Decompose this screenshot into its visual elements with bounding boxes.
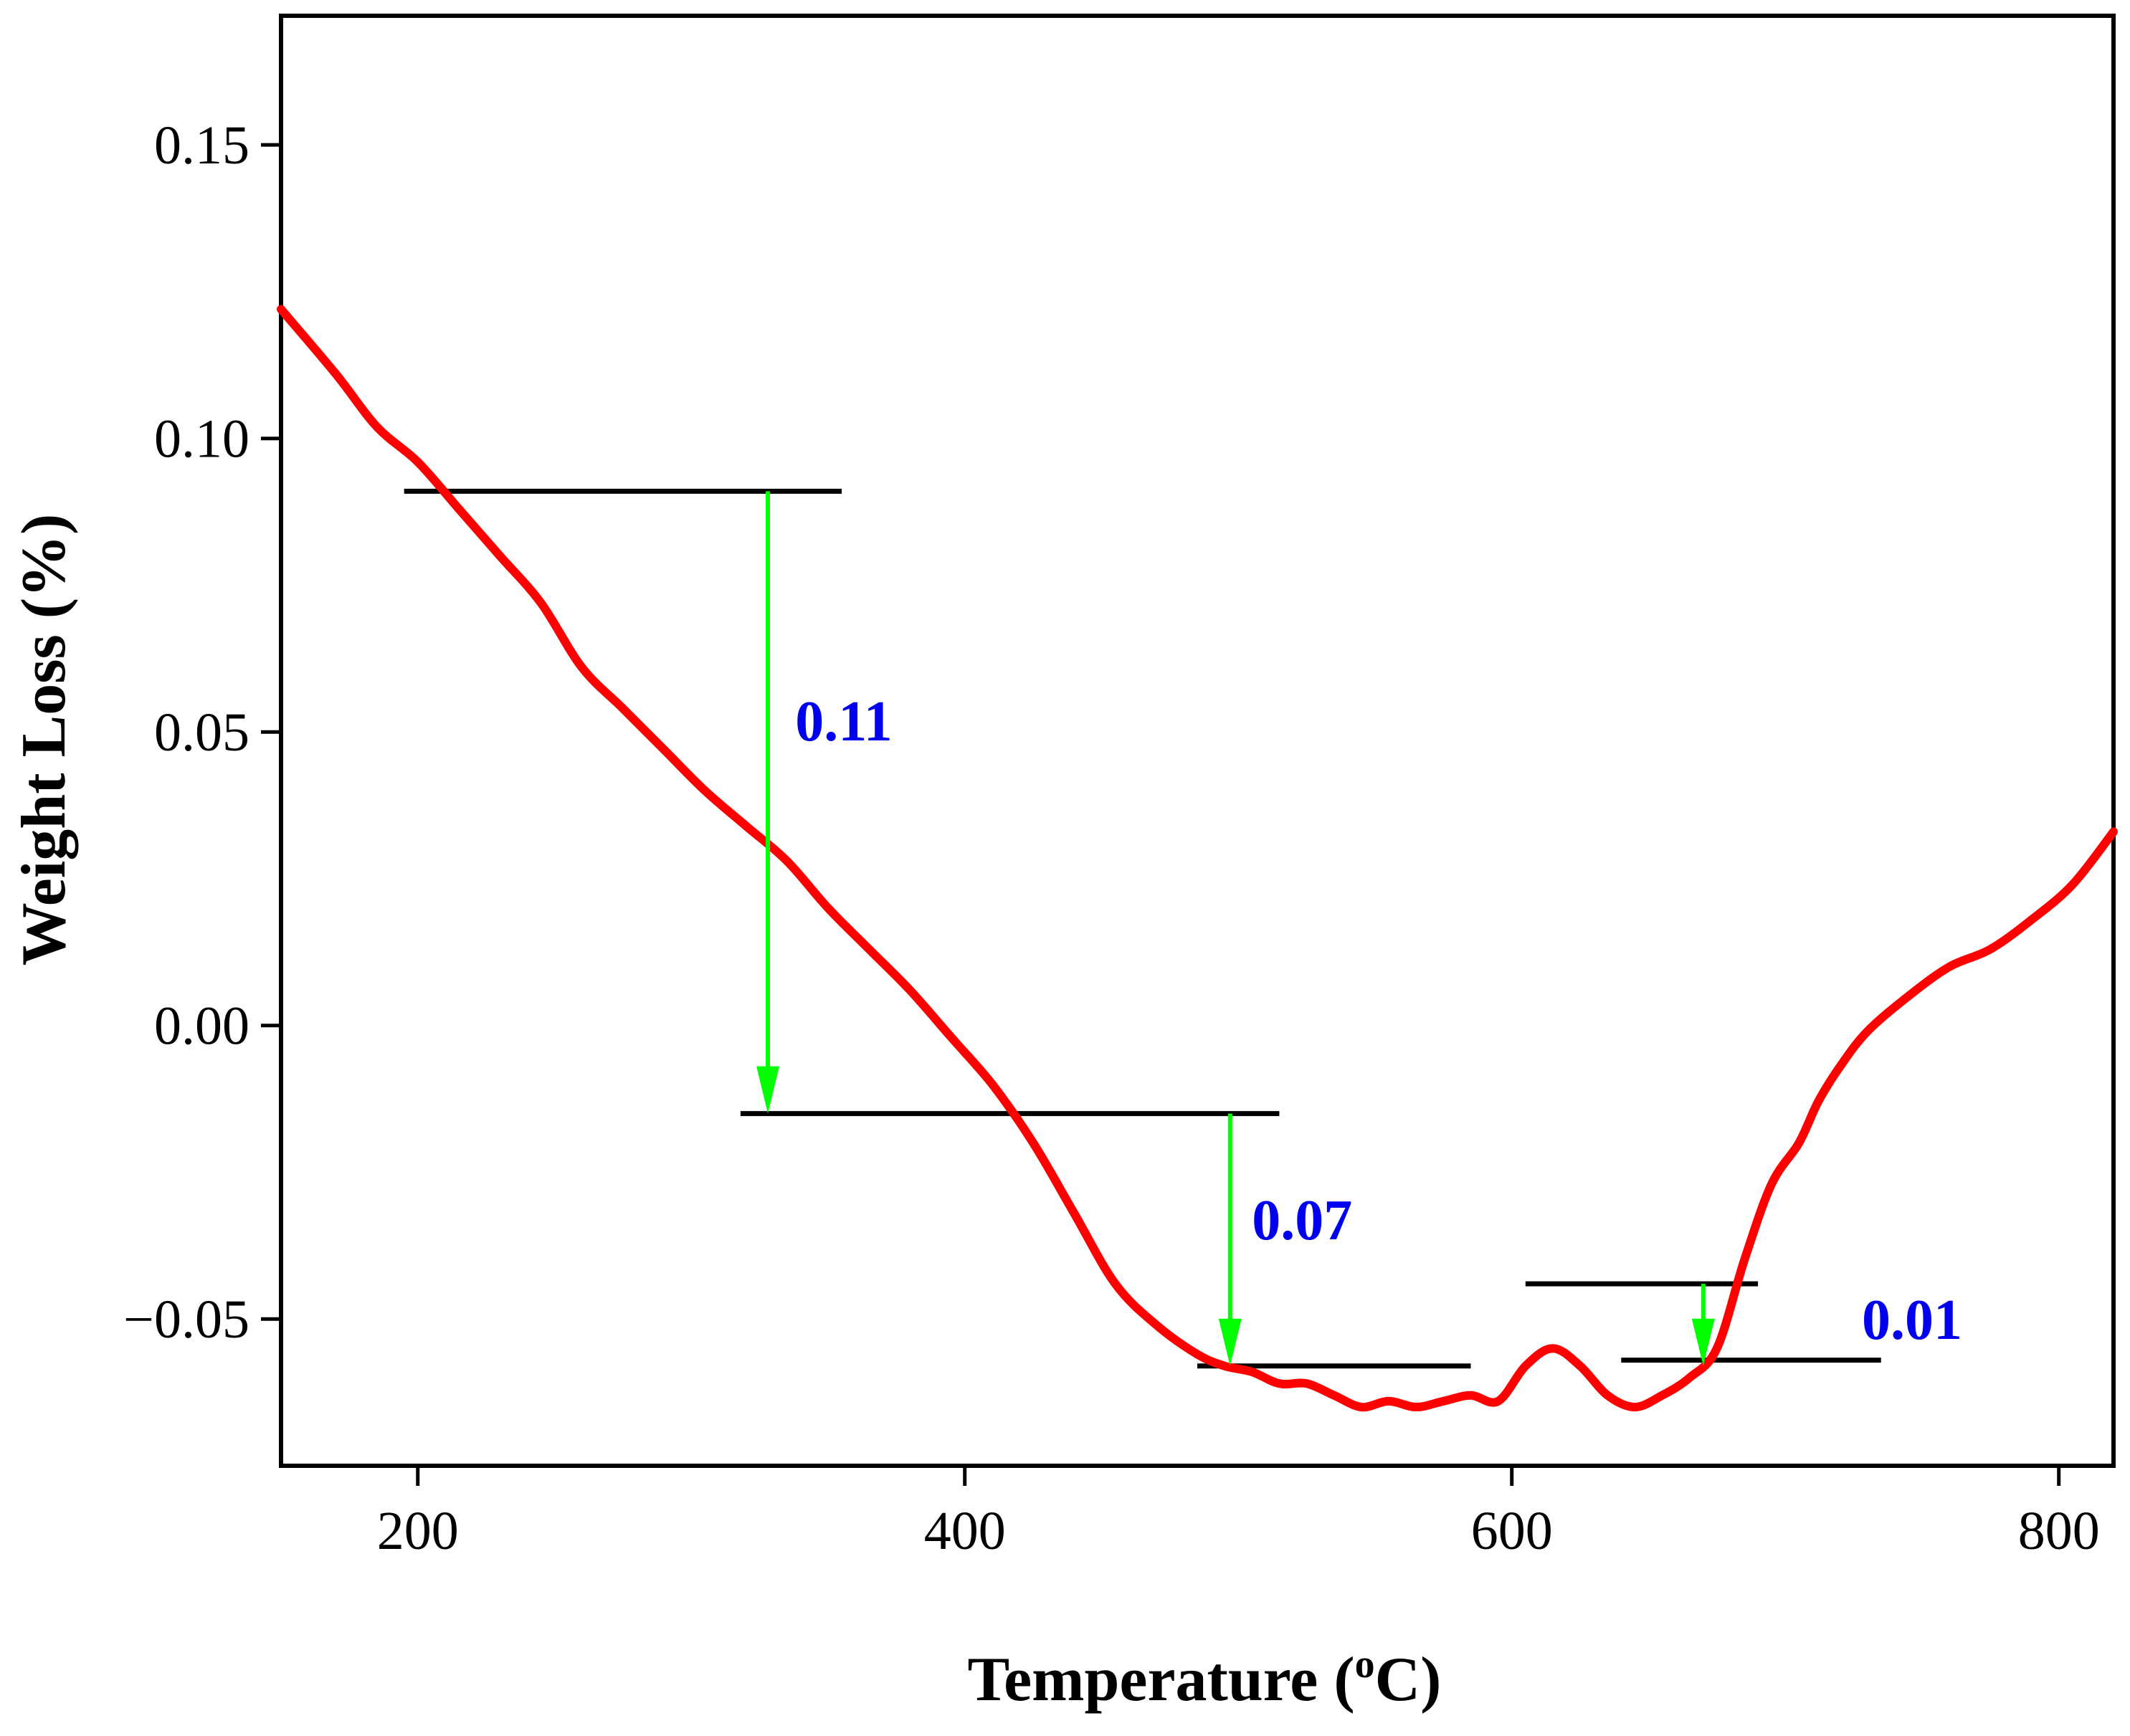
arrow-head [756, 1066, 780, 1114]
y-tick-label: −0.05 [123, 1289, 249, 1350]
y-tick-label: 0.00 [154, 996, 249, 1057]
x-axis: 200 400 600 800 [377, 1466, 2100, 1561]
y-axis: −0.05 0.00 0.05 0.10 0.15 [123, 115, 281, 1350]
arrow-head [1218, 1318, 1242, 1366]
plot-frame [279, 14, 2116, 1468]
step-lines [404, 488, 1881, 1369]
arrow-value-label: 0.11 [795, 690, 893, 753]
y-tick-label: 0.10 [154, 409, 249, 469]
arrow-head [1691, 1318, 1715, 1366]
x-axis-title-superscript: o [1355, 1642, 1375, 1687]
x-tick-label: 800 [2018, 1501, 2100, 1561]
x-axis-title-main: Temperature ( [968, 1645, 1355, 1714]
arrow-value-label: 0.07 [1252, 1189, 1352, 1252]
x-axis-title: Temperature (oC) [968, 1642, 1442, 1714]
x-tick-label: 200 [377, 1501, 459, 1561]
annotation-arrows: 0.11 0.07 0.01 [756, 491, 1962, 1366]
y-axis-title: Weight Loss (%) [9, 514, 79, 966]
weight-loss-curve [277, 305, 2118, 1412]
x-tick-label: 400 [924, 1501, 1006, 1561]
y-tick-label: 0.05 [154, 702, 249, 763]
x-axis-title-tail: C) [1375, 1645, 1442, 1714]
arrow-value-label: 0.01 [1862, 1289, 1962, 1352]
y-tick-label: 0.15 [154, 115, 249, 176]
x-tick-label: 600 [1471, 1501, 1553, 1561]
